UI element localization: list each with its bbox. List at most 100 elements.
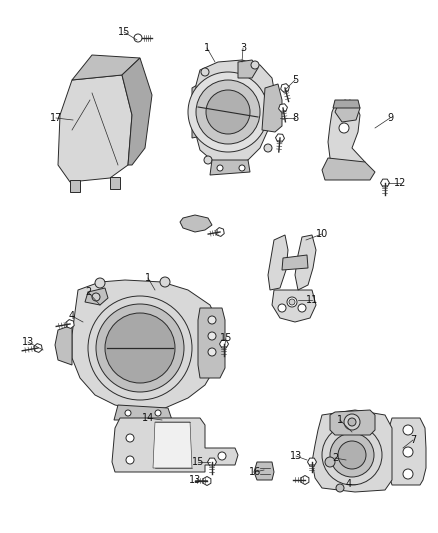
Text: 13: 13 bbox=[188, 475, 201, 485]
Circle shape bbox=[286, 297, 297, 307]
Circle shape bbox=[205, 90, 249, 134]
Circle shape bbox=[288, 299, 294, 305]
Text: 16: 16 bbox=[248, 467, 261, 477]
Circle shape bbox=[263, 144, 272, 152]
Polygon shape bbox=[191, 122, 201, 138]
Polygon shape bbox=[85, 288, 108, 305]
Text: 7: 7 bbox=[409, 435, 415, 445]
Text: 4: 4 bbox=[345, 479, 351, 489]
Polygon shape bbox=[66, 320, 74, 328]
Circle shape bbox=[402, 425, 412, 435]
Polygon shape bbox=[72, 55, 140, 80]
Text: 17: 17 bbox=[49, 113, 62, 123]
Circle shape bbox=[251, 61, 258, 69]
Circle shape bbox=[277, 304, 285, 312]
Circle shape bbox=[208, 332, 215, 340]
Polygon shape bbox=[294, 235, 315, 290]
Polygon shape bbox=[209, 160, 249, 175]
Circle shape bbox=[324, 457, 334, 467]
Text: 1: 1 bbox=[204, 43, 210, 53]
Polygon shape bbox=[300, 475, 308, 484]
Circle shape bbox=[92, 293, 100, 301]
Circle shape bbox=[402, 469, 412, 479]
Polygon shape bbox=[180, 215, 212, 232]
Text: 9: 9 bbox=[386, 113, 392, 123]
Polygon shape bbox=[114, 405, 172, 420]
Polygon shape bbox=[58, 75, 132, 182]
Text: 3: 3 bbox=[240, 43, 246, 53]
Text: 15: 15 bbox=[117, 27, 130, 37]
Circle shape bbox=[204, 156, 212, 164]
Circle shape bbox=[126, 456, 134, 464]
Circle shape bbox=[187, 72, 267, 152]
Circle shape bbox=[208, 348, 215, 356]
Polygon shape bbox=[329, 410, 374, 435]
Circle shape bbox=[218, 452, 226, 460]
Polygon shape bbox=[281, 255, 307, 270]
Circle shape bbox=[238, 165, 244, 171]
Circle shape bbox=[95, 278, 105, 288]
Circle shape bbox=[338, 123, 348, 133]
Text: 12: 12 bbox=[393, 178, 405, 188]
Polygon shape bbox=[237, 60, 258, 78]
Polygon shape bbox=[261, 84, 281, 132]
Circle shape bbox=[88, 296, 191, 400]
Polygon shape bbox=[327, 100, 367, 178]
Circle shape bbox=[159, 277, 170, 287]
Polygon shape bbox=[388, 418, 425, 485]
Polygon shape bbox=[278, 104, 287, 112]
Text: 8: 8 bbox=[291, 113, 297, 123]
Circle shape bbox=[321, 425, 381, 485]
Polygon shape bbox=[307, 458, 316, 466]
Circle shape bbox=[343, 414, 359, 430]
Polygon shape bbox=[112, 418, 237, 472]
Circle shape bbox=[96, 304, 184, 392]
Text: 4: 4 bbox=[69, 311, 75, 321]
Polygon shape bbox=[72, 280, 218, 410]
Circle shape bbox=[337, 441, 365, 469]
Circle shape bbox=[347, 418, 355, 426]
Polygon shape bbox=[70, 180, 80, 192]
Text: 1: 1 bbox=[336, 415, 342, 425]
Polygon shape bbox=[254, 462, 273, 480]
Polygon shape bbox=[207, 458, 216, 466]
Polygon shape bbox=[195, 60, 274, 165]
Polygon shape bbox=[110, 177, 120, 189]
Polygon shape bbox=[122, 58, 152, 165]
Polygon shape bbox=[153, 422, 191, 468]
Text: 2: 2 bbox=[331, 453, 337, 463]
Text: 11: 11 bbox=[305, 295, 318, 305]
Text: 13: 13 bbox=[289, 451, 301, 461]
Circle shape bbox=[155, 410, 161, 416]
Circle shape bbox=[329, 433, 373, 477]
Polygon shape bbox=[34, 344, 42, 352]
Polygon shape bbox=[275, 134, 284, 142]
Polygon shape bbox=[215, 228, 224, 237]
Circle shape bbox=[402, 447, 412, 457]
Circle shape bbox=[195, 80, 259, 144]
Circle shape bbox=[201, 68, 208, 76]
Polygon shape bbox=[272, 290, 315, 322]
Circle shape bbox=[134, 34, 141, 42]
Polygon shape bbox=[334, 100, 359, 122]
Polygon shape bbox=[332, 100, 359, 108]
Polygon shape bbox=[198, 308, 225, 378]
Polygon shape bbox=[191, 82, 201, 100]
Circle shape bbox=[297, 304, 305, 312]
Polygon shape bbox=[203, 477, 210, 486]
Circle shape bbox=[208, 316, 215, 324]
Polygon shape bbox=[55, 325, 72, 365]
Polygon shape bbox=[280, 84, 289, 92]
Polygon shape bbox=[267, 235, 287, 290]
Text: 15: 15 bbox=[219, 333, 232, 343]
Circle shape bbox=[216, 165, 223, 171]
Text: 5: 5 bbox=[291, 75, 297, 85]
Polygon shape bbox=[380, 179, 389, 187]
Circle shape bbox=[335, 484, 343, 492]
Circle shape bbox=[125, 410, 131, 416]
Polygon shape bbox=[311, 410, 391, 492]
Text: 15: 15 bbox=[191, 457, 204, 467]
Text: 2: 2 bbox=[85, 287, 91, 297]
Text: 10: 10 bbox=[315, 229, 327, 239]
Polygon shape bbox=[219, 340, 228, 348]
